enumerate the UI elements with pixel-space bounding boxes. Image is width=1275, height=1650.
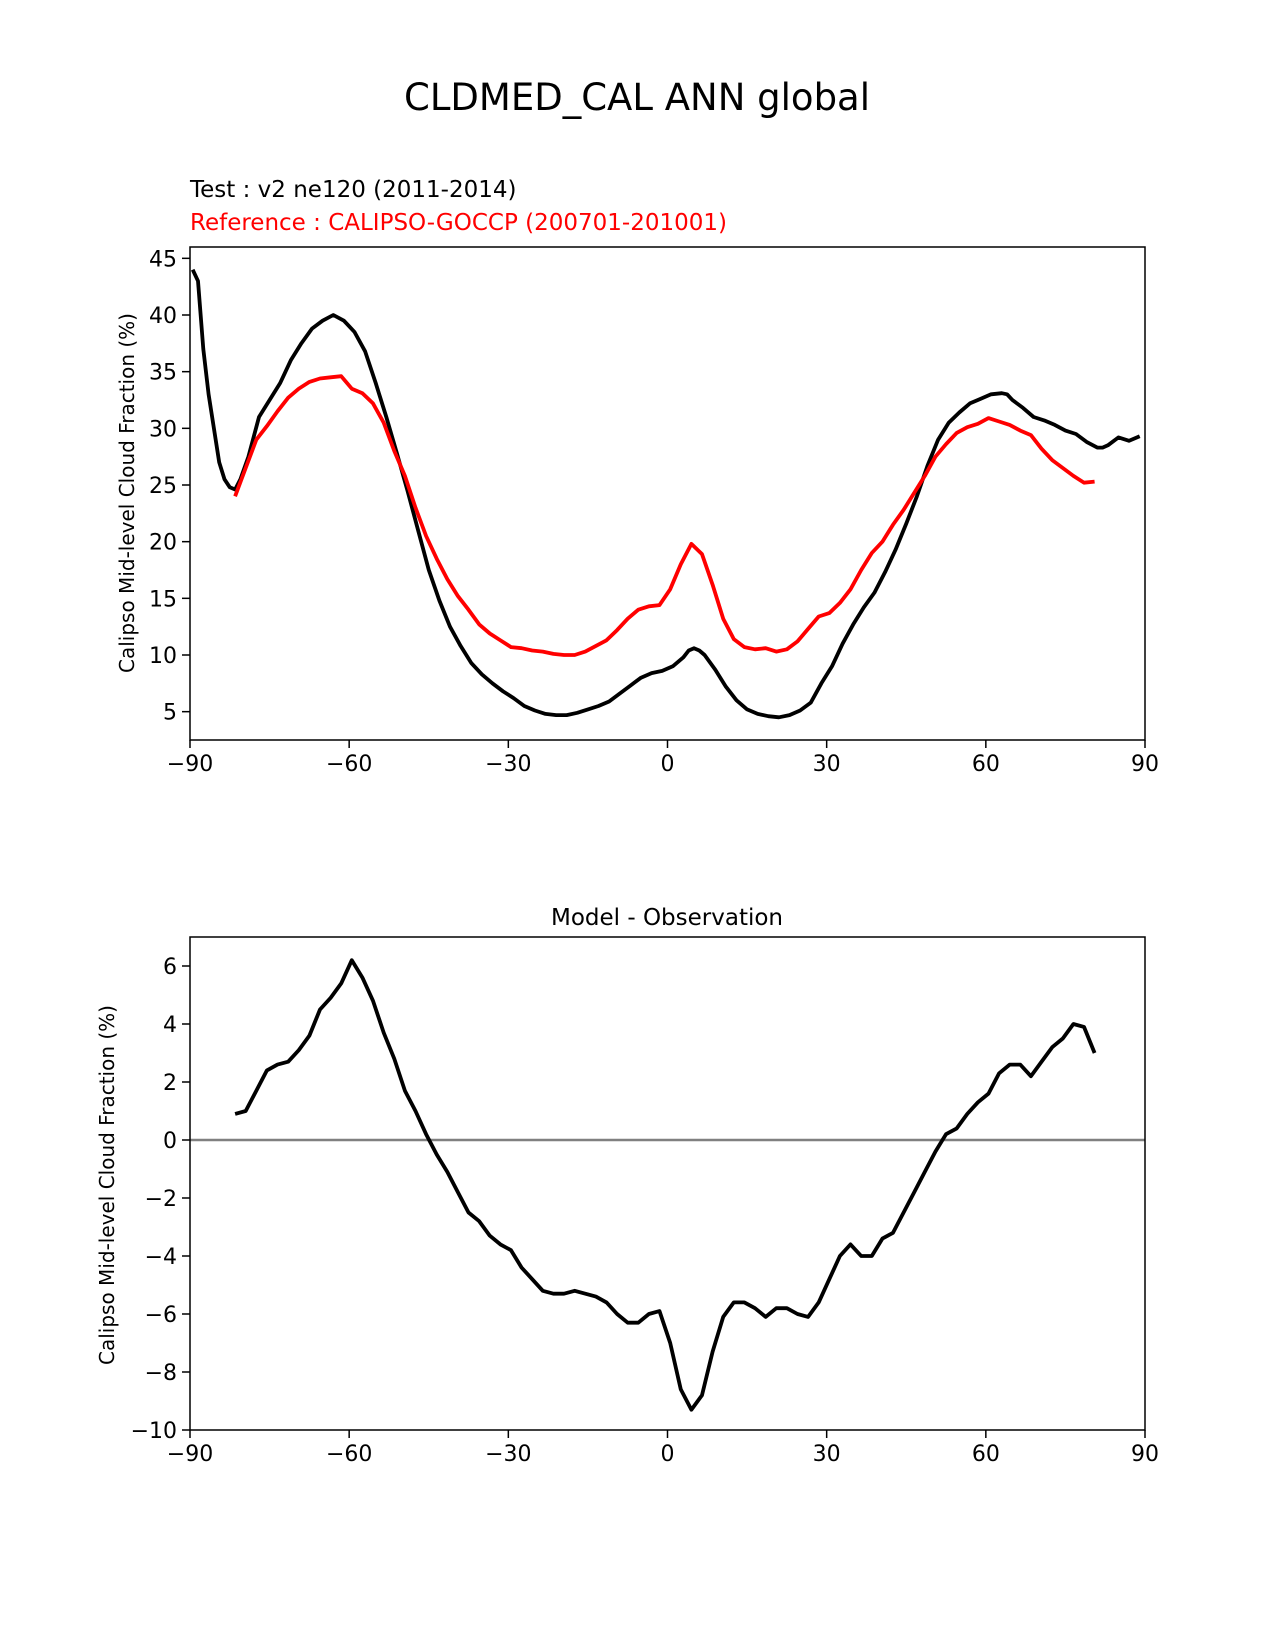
difference-series-line xyxy=(234,958,1097,1412)
x-tick-label: −60 xyxy=(326,752,372,777)
x-tick-label: 0 xyxy=(661,1442,675,1467)
y-tick-label: 35 xyxy=(149,361,177,386)
y-tick-label: 40 xyxy=(149,304,177,329)
x-tick-label: 60 xyxy=(972,752,1000,777)
y-tick-label: −10 xyxy=(131,1419,177,1444)
lower-y-axis-label: Calipso Mid-level Cloud Fraction (%) xyxy=(95,1005,119,1365)
lower-series-group xyxy=(234,958,1097,1412)
x-tick-label: 90 xyxy=(1131,1442,1159,1467)
y-tick-label: −6 xyxy=(145,1303,177,1328)
y-tick-label: −8 xyxy=(145,1361,177,1386)
y-tick-label: 15 xyxy=(149,587,177,612)
y-tick-label: 20 xyxy=(149,531,177,556)
reference-series-line xyxy=(233,374,1095,657)
reference-label: Reference : CALIPSO-GOCCP (200701-201001… xyxy=(190,210,727,236)
x-tick-label: 30 xyxy=(813,1442,841,1467)
y-tick-label: 6 xyxy=(163,955,177,980)
upper-ticks-group: −90 −60 −30 0 30 60 90 5 10 15 20 25 30 35 40 45 xyxy=(149,247,1159,777)
y-tick-label: −4 xyxy=(145,1245,177,1270)
x-tick-label: 60 xyxy=(972,1442,1000,1467)
y-tick-label: 30 xyxy=(149,417,177,442)
x-tick-label: 90 xyxy=(1131,752,1159,777)
y-tick-label: −2 xyxy=(145,1187,177,1212)
upper-panel: Test : v2 ne120 (2011-2014) Reference : … xyxy=(115,177,1159,777)
test-label: Test : v2 ne120 (2011-2014) xyxy=(189,177,516,203)
upper-plot-frame xyxy=(189,246,1146,741)
figure-title: CLDMED_CAL ANN global xyxy=(404,76,870,119)
upper-series-group xyxy=(190,268,1141,720)
y-tick-label: 5 xyxy=(163,701,177,726)
x-tick-label: 30 xyxy=(813,752,841,777)
lower-plot-frame xyxy=(189,936,1146,1431)
x-tick-label: 0 xyxy=(661,752,675,777)
lower-panel-title: Model - Observation xyxy=(551,905,783,931)
y-tick-label: 2 xyxy=(163,1071,177,1096)
y-tick-label: 0 xyxy=(163,1129,177,1154)
lower-ticks-group: −90 −60 −30 0 30 60 90 −10 −8 −6 −4 −2 0 2 4 6 xyxy=(131,955,1159,1467)
x-tick-label: −90 xyxy=(167,752,213,777)
x-tick-label: −30 xyxy=(485,1442,531,1467)
y-tick-label: 4 xyxy=(163,1013,177,1038)
x-tick-label: −30 xyxy=(485,752,531,777)
x-tick-label: −90 xyxy=(167,1442,213,1467)
y-tick-label: 10 xyxy=(149,644,177,669)
x-tick-label: −60 xyxy=(326,1442,372,1467)
test-series-line xyxy=(190,268,1141,720)
y-tick-label: 45 xyxy=(149,247,177,272)
upper-y-axis-label: Calipso Mid-level Cloud Fraction (%) xyxy=(115,313,139,673)
lower-panel: Model - Observation Calipso Mid-level Cl… xyxy=(95,905,1159,1467)
y-tick-label: 25 xyxy=(149,474,177,499)
